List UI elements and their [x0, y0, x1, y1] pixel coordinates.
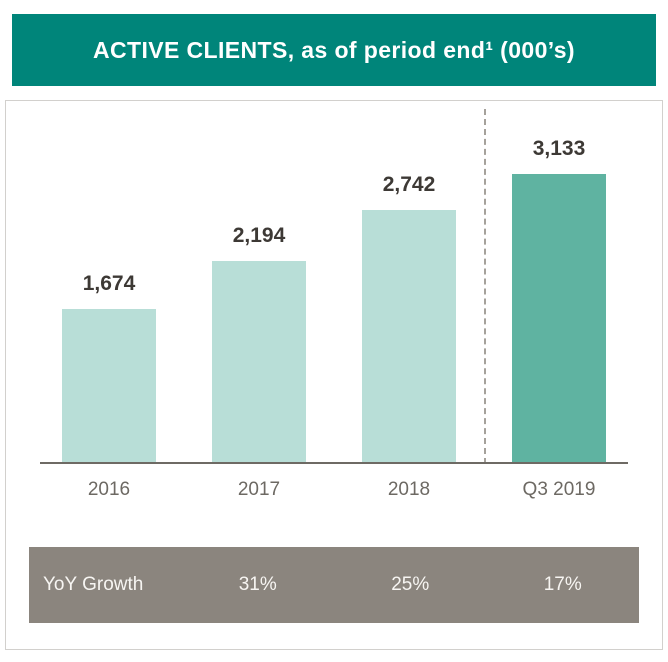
x-tick-2017: 2017 — [237, 479, 281, 500]
bar-2018 — [362, 210, 456, 464]
x-tick-2016: 2016 — [87, 479, 131, 500]
period-separator-dashed-line — [484, 109, 486, 464]
bar-column-2017: 2,194 — [184, 101, 334, 464]
x-axis-labels: 2016 2017 2018 Q3 2019 — [34, 479, 634, 501]
bar-column-q3-2019: 3,133 — [484, 101, 634, 464]
yoy-growth-strip: YoY Growth 31% 25% 17% — [29, 547, 639, 623]
x-tick-q3-2019: Q3 2019 — [522, 479, 596, 500]
chart-panel: 1,674 2,194 2,742 3,133 2016 2017 2018 Q… — [5, 100, 663, 650]
bar-q3-2019 — [512, 174, 606, 464]
bar-column-2018: 2,742 — [334, 101, 484, 464]
yoy-growth-label: YoY Growth — [43, 574, 144, 595]
yoy-growth-2018: 25% — [391, 574, 430, 595]
bar-2016 — [62, 309, 156, 464]
chart-title-banner: ACTIVE CLIENTS, as of period end¹ (000’s… — [12, 14, 656, 86]
bar-column-2016: 1,674 — [34, 101, 184, 464]
bar-columns: 1,674 2,194 2,742 3,133 — [34, 101, 634, 464]
bar-value-label: 3,133 — [532, 137, 586, 160]
bar-value-label: 2,742 — [382, 173, 436, 196]
bar-value-label: 2,194 — [232, 224, 286, 247]
x-tick-2018: 2018 — [387, 479, 431, 500]
chart-title: ACTIVE CLIENTS, as of period end¹ (000’s… — [92, 36, 575, 63]
bar-2017 — [212, 261, 306, 464]
bar-value-label: 1,674 — [82, 272, 136, 295]
yoy-growth-2017: 31% — [238, 574, 277, 595]
x-axis-line — [40, 462, 628, 464]
yoy-growth-q3-2019: 17% — [543, 574, 582, 595]
